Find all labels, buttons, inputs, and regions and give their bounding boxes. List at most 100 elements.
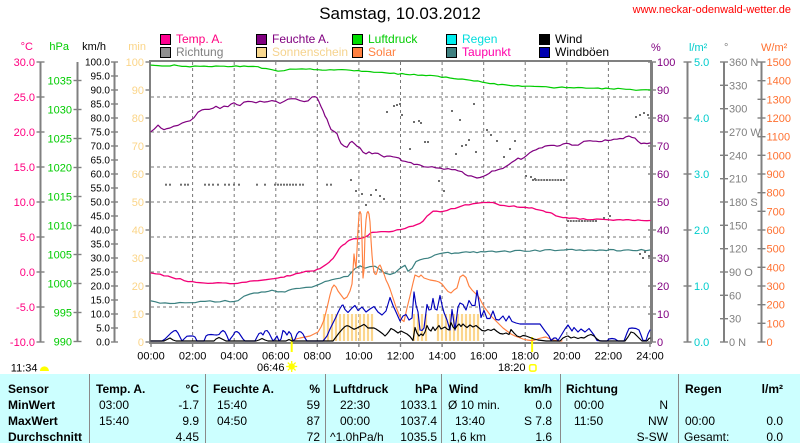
svg-text:1020: 1020 <box>48 163 72 175</box>
svg-text:14:00: 14:00 <box>428 351 456 363</box>
svg-text:600: 600 <box>767 225 785 237</box>
svg-text:1100: 1100 <box>767 132 791 144</box>
svg-text:22:00: 22:00 <box>595 351 623 363</box>
svg-text:°: ° <box>724 42 728 54</box>
svg-text:l/m²: l/m² <box>689 42 708 54</box>
svg-text:15.0: 15.0 <box>14 162 35 174</box>
svg-text:20:00: 20:00 <box>553 351 581 363</box>
svg-text:5.0: 5.0 <box>694 57 709 69</box>
svg-text:30: 30 <box>729 314 741 326</box>
svg-text:10: 10 <box>132 309 144 321</box>
svg-text:1025: 1025 <box>48 134 72 146</box>
svg-text:10: 10 <box>657 309 669 321</box>
svg-text:04:00: 04:00 <box>220 351 248 363</box>
svg-text:60: 60 <box>729 290 741 302</box>
svg-text:30: 30 <box>657 253 669 265</box>
svg-text:1010: 1010 <box>48 221 72 233</box>
svg-text:0: 0 <box>138 337 144 349</box>
svg-text:W/m²: W/m² <box>761 42 788 54</box>
svg-text:50: 50 <box>657 197 669 209</box>
svg-text:900: 900 <box>767 169 785 181</box>
svg-text:1030: 1030 <box>48 105 72 117</box>
svg-text:75.0: 75.0 <box>91 128 111 139</box>
svg-text:90: 90 <box>132 85 144 97</box>
svg-text:40.0: 40.0 <box>91 226 111 237</box>
svg-text:30.0: 30.0 <box>91 254 111 265</box>
svg-text:80.0: 80.0 <box>91 114 111 125</box>
svg-text:°C: °C <box>21 41 33 53</box>
svg-text:90 O: 90 O <box>729 267 753 279</box>
svg-text:100: 100 <box>126 57 144 69</box>
svg-text:270 W: 270 W <box>729 127 761 139</box>
svg-text:1200: 1200 <box>767 113 791 125</box>
svg-text:400: 400 <box>767 262 785 274</box>
svg-text:60.0: 60.0 <box>91 170 111 181</box>
svg-text:120: 120 <box>729 244 747 256</box>
svg-text:55.0: 55.0 <box>91 184 111 195</box>
svg-text:10.0: 10.0 <box>91 310 111 321</box>
svg-text:90: 90 <box>657 85 669 97</box>
svg-text:24:00: 24:00 <box>636 351 664 363</box>
svg-text:00:00: 00:00 <box>137 351 165 363</box>
svg-text:20: 20 <box>132 281 144 293</box>
svg-text:20.0: 20.0 <box>91 282 111 293</box>
svg-text:700: 700 <box>767 206 785 218</box>
svg-text:18:20: 18:20 <box>498 362 526 374</box>
svg-text:1005: 1005 <box>48 250 72 262</box>
svg-text:06:00: 06:00 <box>262 351 290 363</box>
svg-text:95.0: 95.0 <box>91 72 111 83</box>
svg-text:-10.0: -10.0 <box>10 337 35 349</box>
svg-text:100.0: 100.0 <box>85 58 110 69</box>
svg-text:60: 60 <box>132 169 144 181</box>
svg-text:300: 300 <box>767 281 785 293</box>
svg-text:150: 150 <box>729 220 747 232</box>
svg-text:80: 80 <box>132 113 144 125</box>
svg-text:90.0: 90.0 <box>91 86 111 97</box>
svg-text:2.0: 2.0 <box>694 225 709 237</box>
svg-text:3.0: 3.0 <box>694 169 709 181</box>
svg-text:min: min <box>128 41 146 53</box>
svg-text:360 N: 360 N <box>729 57 758 69</box>
svg-text:80: 80 <box>657 113 669 125</box>
svg-text:180 S: 180 S <box>729 197 758 209</box>
svg-text:12:00: 12:00 <box>387 351 415 363</box>
svg-text:11:34: 11:34 <box>11 363 38 375</box>
svg-text:5.0: 5.0 <box>20 232 35 244</box>
svg-text:0.0: 0.0 <box>96 338 110 349</box>
svg-text:10.0: 10.0 <box>14 197 35 209</box>
svg-text:0 N: 0 N <box>729 337 746 349</box>
svg-text:330: 330 <box>729 80 747 92</box>
svg-text:1035: 1035 <box>48 76 72 88</box>
svg-text:35.0: 35.0 <box>91 240 111 251</box>
svg-text:40: 40 <box>657 225 669 237</box>
svg-text:60: 60 <box>657 169 669 181</box>
svg-text:70: 70 <box>657 141 669 153</box>
svg-text:0.0: 0.0 <box>20 267 35 279</box>
svg-text:1.0: 1.0 <box>694 281 709 293</box>
svg-text:30.0: 30.0 <box>14 57 35 69</box>
svg-text:25.0: 25.0 <box>14 92 35 104</box>
svg-text:15.0: 15.0 <box>91 296 111 307</box>
svg-text:25.0: 25.0 <box>91 268 111 279</box>
svg-text:65.0: 65.0 <box>91 156 111 167</box>
svg-text:-5.0: -5.0 <box>16 302 35 314</box>
svg-text:40: 40 <box>132 225 144 237</box>
svg-text:70: 70 <box>132 141 144 153</box>
svg-text:20.0: 20.0 <box>14 127 35 139</box>
svg-text:08:00: 08:00 <box>304 351 332 363</box>
svg-text:50: 50 <box>132 197 144 209</box>
svg-text:0: 0 <box>657 337 663 349</box>
svg-text:800: 800 <box>767 188 785 200</box>
svg-text:200: 200 <box>767 300 785 312</box>
svg-text:0: 0 <box>767 337 773 349</box>
svg-text:240: 240 <box>729 150 747 162</box>
svg-text:100: 100 <box>657 57 675 69</box>
svg-text:500: 500 <box>767 244 785 256</box>
svg-text:1500: 1500 <box>767 57 791 69</box>
svg-text:300: 300 <box>729 104 747 116</box>
svg-text:995: 995 <box>54 308 72 320</box>
svg-text:16:00: 16:00 <box>470 351 498 363</box>
svg-text:1300: 1300 <box>767 94 791 106</box>
svg-text:18:00: 18:00 <box>511 351 539 363</box>
svg-text:5.0: 5.0 <box>96 324 110 335</box>
